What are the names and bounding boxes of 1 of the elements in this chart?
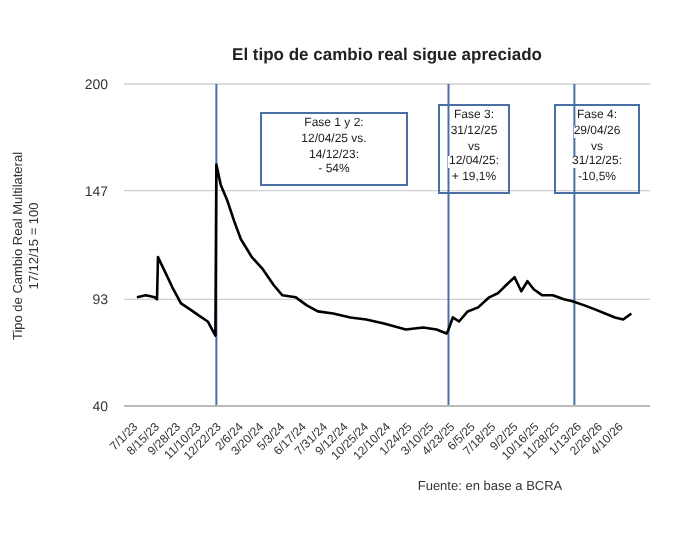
chart-title: El tipo de cambio real sigue apreciado: [230, 44, 544, 64]
